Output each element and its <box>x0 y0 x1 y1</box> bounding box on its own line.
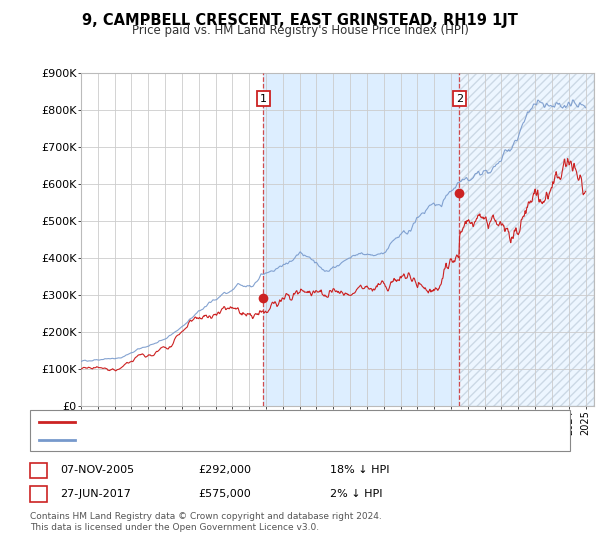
Text: 18% ↓ HPI: 18% ↓ HPI <box>330 465 389 475</box>
Text: £575,000: £575,000 <box>198 489 251 499</box>
Text: 2% ↓ HPI: 2% ↓ HPI <box>330 489 383 499</box>
Text: 1: 1 <box>35 465 42 475</box>
Bar <box>263 73 459 406</box>
Text: 2: 2 <box>35 489 42 499</box>
Bar <box>459 73 594 406</box>
Text: 07-NOV-2005: 07-NOV-2005 <box>60 465 134 475</box>
Text: 9, CAMPBELL CRESCENT, EAST GRINSTEAD, RH19 1JT: 9, CAMPBELL CRESCENT, EAST GRINSTEAD, RH… <box>82 13 518 28</box>
Text: HPI: Average price, detached house, Mid Sussex: HPI: Average price, detached house, Mid … <box>81 435 332 445</box>
Text: 9, CAMPBELL CRESCENT, EAST GRINSTEAD, RH19 1JT (detached house): 9, CAMPBELL CRESCENT, EAST GRINSTEAD, RH… <box>81 417 454 427</box>
Text: 1: 1 <box>260 94 267 104</box>
Text: Contains HM Land Registry data © Crown copyright and database right 2024.
This d: Contains HM Land Registry data © Crown c… <box>30 512 382 532</box>
Text: 27-JUN-2017: 27-JUN-2017 <box>60 489 131 499</box>
Text: 2: 2 <box>456 94 463 104</box>
Text: Price paid vs. HM Land Registry's House Price Index (HPI): Price paid vs. HM Land Registry's House … <box>131 24 469 37</box>
Text: £292,000: £292,000 <box>198 465 251 475</box>
